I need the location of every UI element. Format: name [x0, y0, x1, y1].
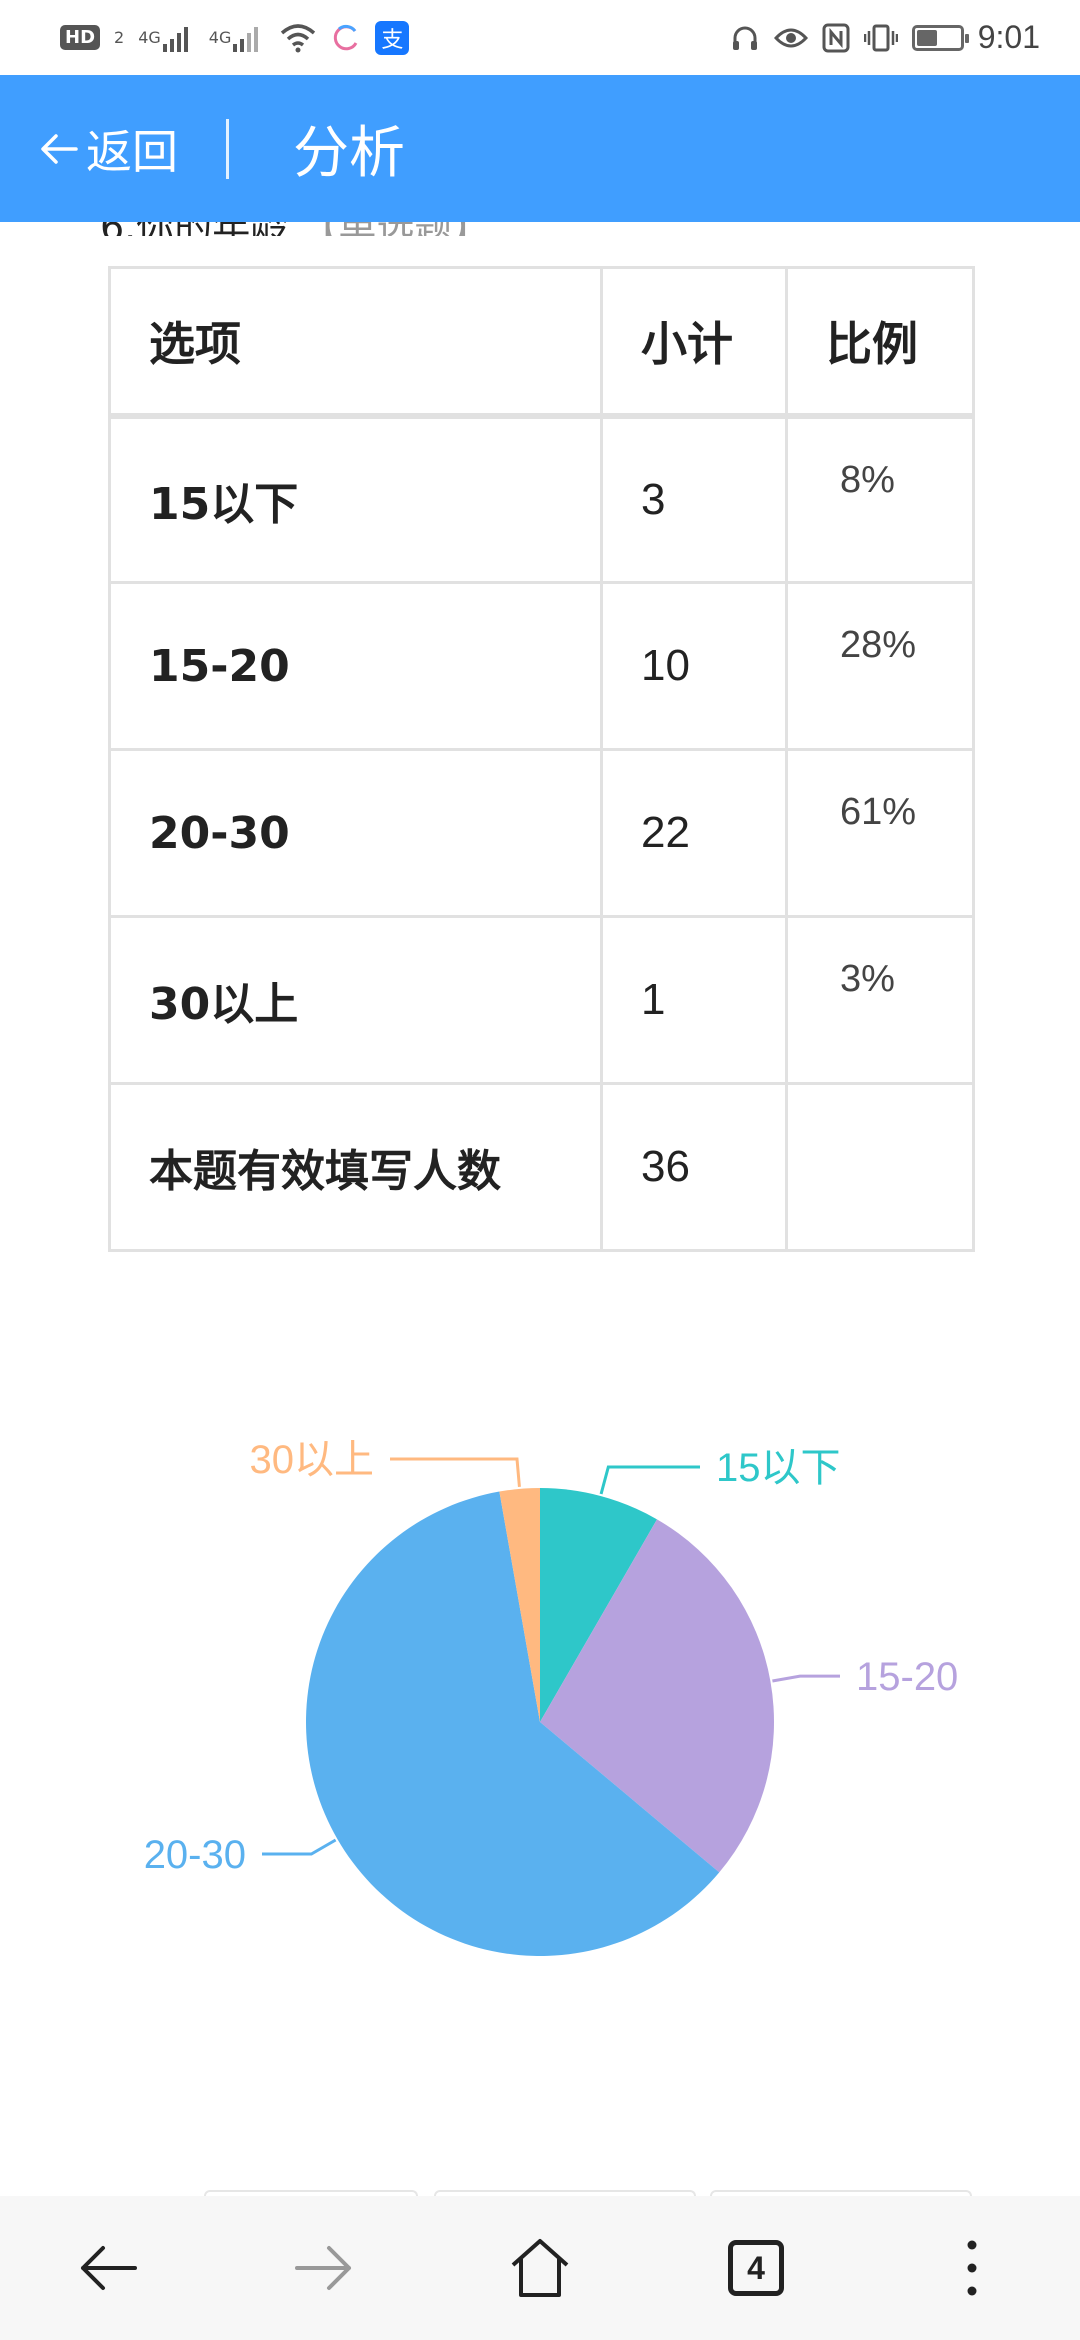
- status-left: HD 2 4G 4G 支: [60, 20, 410, 55]
- pie-label: 20-30: [144, 1833, 246, 1877]
- pie-slice-15以下[interactable]: [540, 1488, 657, 1722]
- total-label: 本题有效填写人数: [108, 1082, 603, 1252]
- forward-arrow-icon: [295, 2246, 351, 2290]
- battery-icon: [911, 24, 969, 51]
- row-option: 20-30: [108, 748, 603, 918]
- vibrate-icon: [863, 23, 898, 53]
- total-count: 36: [600, 1082, 788, 1252]
- signal-icon-1: 4G: [138, 24, 195, 52]
- app-header: 返回 分析: [0, 75, 1080, 222]
- row-count: 22: [600, 748, 788, 918]
- table-row: 30以上 1 3%: [108, 915, 975, 1085]
- back-button[interactable]: 返回: [0, 75, 178, 222]
- pie-leader-line: [599, 1465, 700, 1495]
- home-icon: [511, 2239, 569, 2297]
- page-title: 分析: [293, 121, 405, 186]
- nfc-icon: [822, 23, 850, 53]
- row-percent: 61%: [785, 748, 975, 918]
- nav-more-button[interactable]: [912, 2208, 1032, 2328]
- clock: 9:01: [977, 19, 1040, 55]
- back-label: 返回: [86, 124, 178, 179]
- more-icon: [967, 2240, 977, 2296]
- wifi-icon: [279, 23, 317, 53]
- table-row: 15-20 10 28%: [108, 581, 975, 751]
- pie-label: 15-20: [856, 1655, 958, 1699]
- signal-icon-2: 4G: [209, 24, 266, 52]
- headphone-icon: [730, 23, 760, 53]
- table-row: 15以下 3 8%: [108, 414, 975, 584]
- pie-chart-container: 15以下 15-20 20-30 30以上: [0, 1380, 1080, 2020]
- question-type: 【单选题】: [300, 222, 490, 236]
- pie-leader-line: [772, 1674, 840, 1683]
- hd-badge: HD: [60, 25, 101, 50]
- row-option: 15以下: [108, 414, 603, 584]
- nav-home-button[interactable]: [480, 2208, 600, 2328]
- bottom-nav: 4: [0, 2196, 1080, 2340]
- sync-icon: [331, 23, 361, 53]
- hd-text: HD: [65, 27, 96, 48]
- header-option: 选项: [108, 266, 603, 419]
- pie-label: 30以上: [250, 1438, 375, 1482]
- row-percent: 3%: [785, 915, 975, 1085]
- pie-slice-15-20[interactable]: [540, 1519, 774, 1873]
- table-header-row: 选项 小计 比例: [108, 266, 975, 419]
- pie-slice-20-30[interactable]: [306, 1491, 720, 1956]
- row-option: 30以上: [108, 915, 603, 1085]
- pie-chart: 15以下 15-20 20-30 30以上: [144, 1438, 958, 1956]
- row-option: 15-20: [108, 581, 603, 751]
- status-right: 9:01: [730, 19, 1040, 56]
- result-table: 选项 小计 比例 15以下 3 8% 15-20 10 28% 20-30 22…: [108, 266, 975, 1252]
- back-arrow-icon: [81, 2246, 137, 2290]
- signal-label-1: 4G: [138, 28, 161, 47]
- alipay-icon: 支: [375, 20, 410, 55]
- pie-leader-line: [262, 1838, 337, 1856]
- pie-leader-line: [390, 1457, 521, 1488]
- header-divider: [226, 118, 229, 179]
- hd-sub: 2: [114, 28, 125, 47]
- question-text: 6.你的年龄: [100, 222, 288, 236]
- total-empty: [785, 1082, 975, 1252]
- row-percent: 8%: [785, 414, 975, 584]
- nav-back-button[interactable]: [48, 2208, 168, 2328]
- status-bar: HD 2 4G 4G 支 9:01: [0, 0, 1080, 75]
- row-count: 1: [600, 915, 788, 1085]
- row-percent: 28%: [785, 581, 975, 751]
- table-row: 20-30 22 61%: [108, 748, 975, 918]
- eye-icon: [773, 25, 808, 51]
- tabs-icon: 4: [728, 2240, 784, 2296]
- question-title: 6.你的年龄 【单选题】: [100, 222, 490, 236]
- battery-fill: [916, 29, 937, 46]
- back-arrow-icon: [41, 133, 78, 164]
- header-count: 小计: [600, 266, 788, 419]
- header-percent: 比例: [785, 266, 975, 419]
- row-count: 3: [600, 414, 788, 584]
- pie-slice-30以上[interactable]: [499, 1488, 540, 1722]
- signal-label-2: 4G: [208, 28, 232, 47]
- nav-forward-button[interactable]: [264, 2208, 384, 2328]
- row-count: 10: [600, 581, 788, 751]
- nav-tabs-button[interactable]: 4: [696, 2208, 816, 2328]
- pie-label: 15以下: [716, 1446, 841, 1490]
- table-total-row: 本题有效填写人数 36: [108, 1082, 975, 1252]
- question-title-clip: 6.你的年龄 【单选题】: [100, 222, 700, 236]
